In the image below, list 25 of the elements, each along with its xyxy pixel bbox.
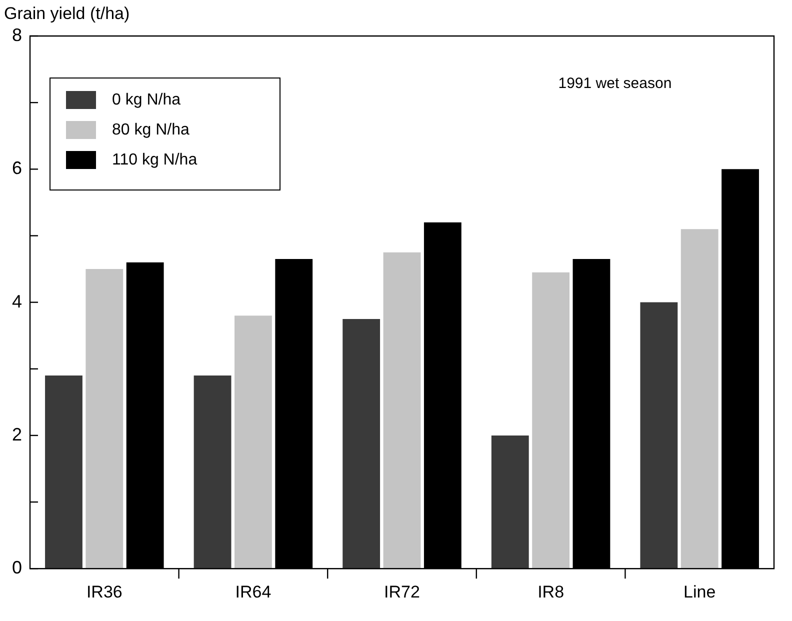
legend-label: 80 kg N/ha: [112, 121, 190, 138]
y-tick-label: 8: [12, 24, 22, 45]
x-tick-label: IR8: [538, 582, 564, 602]
bar: [640, 302, 678, 569]
bar: [491, 435, 529, 569]
legend-label: 0 kg N/ha: [112, 91, 181, 108]
bar: [383, 252, 421, 569]
x-tick-label: IR72: [384, 582, 420, 602]
y-axis-title: Grain yield (t/ha): [4, 4, 130, 24]
bar: [194, 376, 232, 569]
bar: [234, 316, 272, 569]
x-tick-label: IR64: [235, 582, 272, 602]
legend-label: 110 kg N/ha: [112, 151, 198, 168]
bar: [45, 376, 82, 569]
bar: [342, 318, 380, 569]
x-tick-label: IR36: [86, 582, 122, 602]
y-tick-label: 6: [12, 158, 22, 178]
annotation: 1991 wet season: [558, 75, 672, 92]
y-tick-label: 4: [12, 291, 22, 312]
y-tick-label: 0: [12, 558, 22, 578]
bar: [680, 229, 718, 569]
bar: [532, 272, 570, 569]
y-tick-label: 2: [12, 424, 22, 444]
x-tick-label: Line: [684, 582, 716, 602]
bar: [86, 269, 124, 569]
